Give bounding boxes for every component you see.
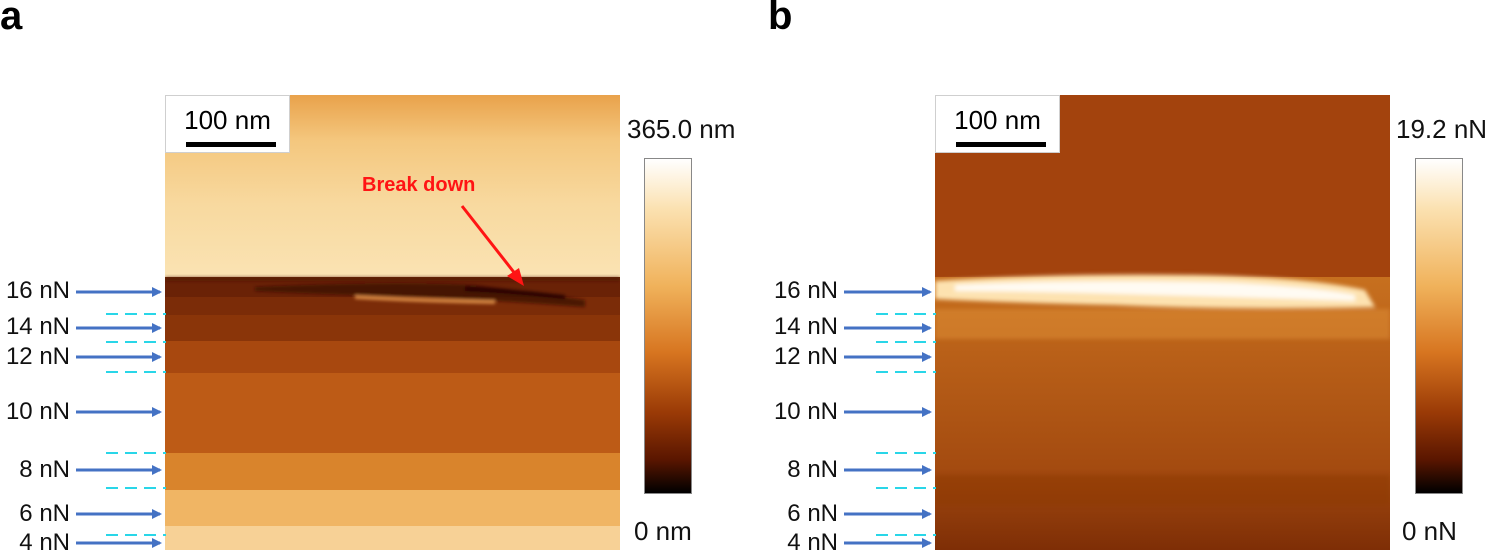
force-label-10: 10 nN (773, 398, 838, 425)
height-colorbar-max: 365.0 nm (627, 114, 736, 144)
scale-bar: 100 nm (935, 95, 1060, 153)
force-label-4: 4 nN (19, 529, 70, 556)
force-label-6: 6 nN (19, 500, 70, 527)
force-label-8: 8 nN (787, 456, 838, 483)
force-label-4: 4 nN (787, 529, 838, 556)
force-label-10: 10 nN (5, 398, 70, 425)
force-label-16: 16 nN (773, 277, 838, 304)
scale-bar-line (956, 142, 1046, 147)
topography-image: 100 nm (165, 95, 620, 550)
force-colorbar (1415, 158, 1463, 494)
force-label-16: 16 nN (5, 277, 70, 304)
force-image: 100 nm (935, 95, 1390, 550)
scale-bar-line (186, 142, 276, 147)
force-label-12: 12 nN (773, 343, 838, 370)
force-label-14: 14 nN (5, 313, 70, 340)
force-colorbar-min: 0 nN (1402, 516, 1457, 546)
force-label-8: 8 nN (19, 456, 70, 483)
force-label-12: 12 nN (5, 343, 70, 370)
force-colorbar-max: 19.2 nN (1396, 114, 1488, 144)
panel-label-a: a (0, 0, 23, 38)
scale-bar-label: 100 nm (954, 105, 1041, 135)
scale-bar: 100 nm (165, 95, 290, 153)
height-colorbar-min: 0 nm (634, 516, 692, 546)
height-colorbar (644, 158, 692, 494)
force-label-6: 6 nN (787, 500, 838, 527)
break-down-annotation: Break down (362, 174, 476, 196)
force-label-14: 14 nN (773, 313, 838, 340)
panel-label-b: b (768, 0, 793, 38)
scale-bar-label: 100 nm (184, 105, 271, 135)
